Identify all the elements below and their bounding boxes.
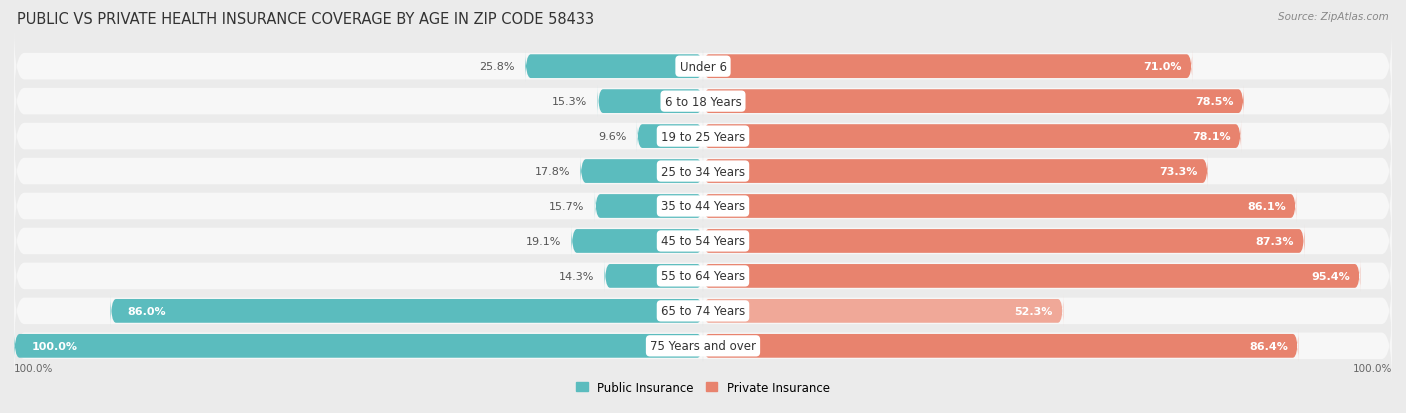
FancyBboxPatch shape (581, 156, 703, 188)
Text: 14.3%: 14.3% (558, 271, 595, 281)
FancyBboxPatch shape (703, 121, 1241, 153)
FancyBboxPatch shape (605, 260, 703, 292)
Text: 100.0%: 100.0% (31, 341, 77, 351)
Text: 87.3%: 87.3% (1256, 236, 1294, 247)
FancyBboxPatch shape (595, 190, 703, 223)
Text: 19.1%: 19.1% (526, 236, 561, 247)
FancyBboxPatch shape (637, 121, 703, 153)
FancyBboxPatch shape (14, 307, 1392, 385)
FancyBboxPatch shape (703, 295, 1063, 327)
Text: 100.0%: 100.0% (1353, 363, 1392, 373)
Text: 100.0%: 100.0% (14, 363, 53, 373)
Text: 19 to 25 Years: 19 to 25 Years (661, 130, 745, 143)
Text: 78.1%: 78.1% (1192, 132, 1230, 142)
FancyBboxPatch shape (14, 28, 1392, 106)
Text: 65 to 74 Years: 65 to 74 Years (661, 305, 745, 318)
Text: 9.6%: 9.6% (598, 132, 627, 142)
FancyBboxPatch shape (703, 51, 1192, 83)
Text: 86.4%: 86.4% (1249, 341, 1288, 351)
FancyBboxPatch shape (703, 156, 1208, 188)
FancyBboxPatch shape (703, 330, 1298, 362)
FancyBboxPatch shape (14, 330, 703, 362)
FancyBboxPatch shape (14, 272, 1392, 350)
Text: 95.4%: 95.4% (1312, 271, 1350, 281)
FancyBboxPatch shape (598, 86, 703, 118)
FancyBboxPatch shape (526, 51, 703, 83)
Text: 17.8%: 17.8% (534, 166, 569, 177)
Legend: Public Insurance, Private Insurance: Public Insurance, Private Insurance (571, 376, 835, 399)
FancyBboxPatch shape (14, 98, 1392, 176)
Text: 78.5%: 78.5% (1195, 97, 1233, 107)
Text: Under 6: Under 6 (679, 61, 727, 74)
FancyBboxPatch shape (703, 86, 1244, 118)
Text: 75 Years and over: 75 Years and over (650, 339, 756, 352)
Text: 25 to 34 Years: 25 to 34 Years (661, 165, 745, 178)
FancyBboxPatch shape (703, 260, 1360, 292)
FancyBboxPatch shape (14, 63, 1392, 141)
Text: 25.8%: 25.8% (479, 62, 515, 72)
Text: 52.3%: 52.3% (1015, 306, 1053, 316)
Text: 86.0%: 86.0% (128, 306, 166, 316)
Text: 35 to 44 Years: 35 to 44 Years (661, 200, 745, 213)
Text: 71.0%: 71.0% (1143, 62, 1182, 72)
Text: 45 to 54 Years: 45 to 54 Years (661, 235, 745, 248)
FancyBboxPatch shape (111, 295, 703, 327)
Text: 86.1%: 86.1% (1247, 202, 1286, 211)
Text: 15.7%: 15.7% (550, 202, 585, 211)
Text: Source: ZipAtlas.com: Source: ZipAtlas.com (1278, 12, 1389, 22)
Text: 6 to 18 Years: 6 to 18 Years (665, 95, 741, 108)
FancyBboxPatch shape (14, 133, 1392, 211)
FancyBboxPatch shape (14, 237, 1392, 315)
Text: PUBLIC VS PRIVATE HEALTH INSURANCE COVERAGE BY AGE IN ZIP CODE 58433: PUBLIC VS PRIVATE HEALTH INSURANCE COVER… (17, 12, 593, 27)
FancyBboxPatch shape (14, 167, 1392, 246)
Text: 15.3%: 15.3% (553, 97, 588, 107)
FancyBboxPatch shape (14, 202, 1392, 280)
FancyBboxPatch shape (703, 225, 1305, 257)
Text: 73.3%: 73.3% (1160, 166, 1198, 177)
FancyBboxPatch shape (703, 190, 1296, 223)
FancyBboxPatch shape (571, 225, 703, 257)
Text: 55 to 64 Years: 55 to 64 Years (661, 270, 745, 283)
